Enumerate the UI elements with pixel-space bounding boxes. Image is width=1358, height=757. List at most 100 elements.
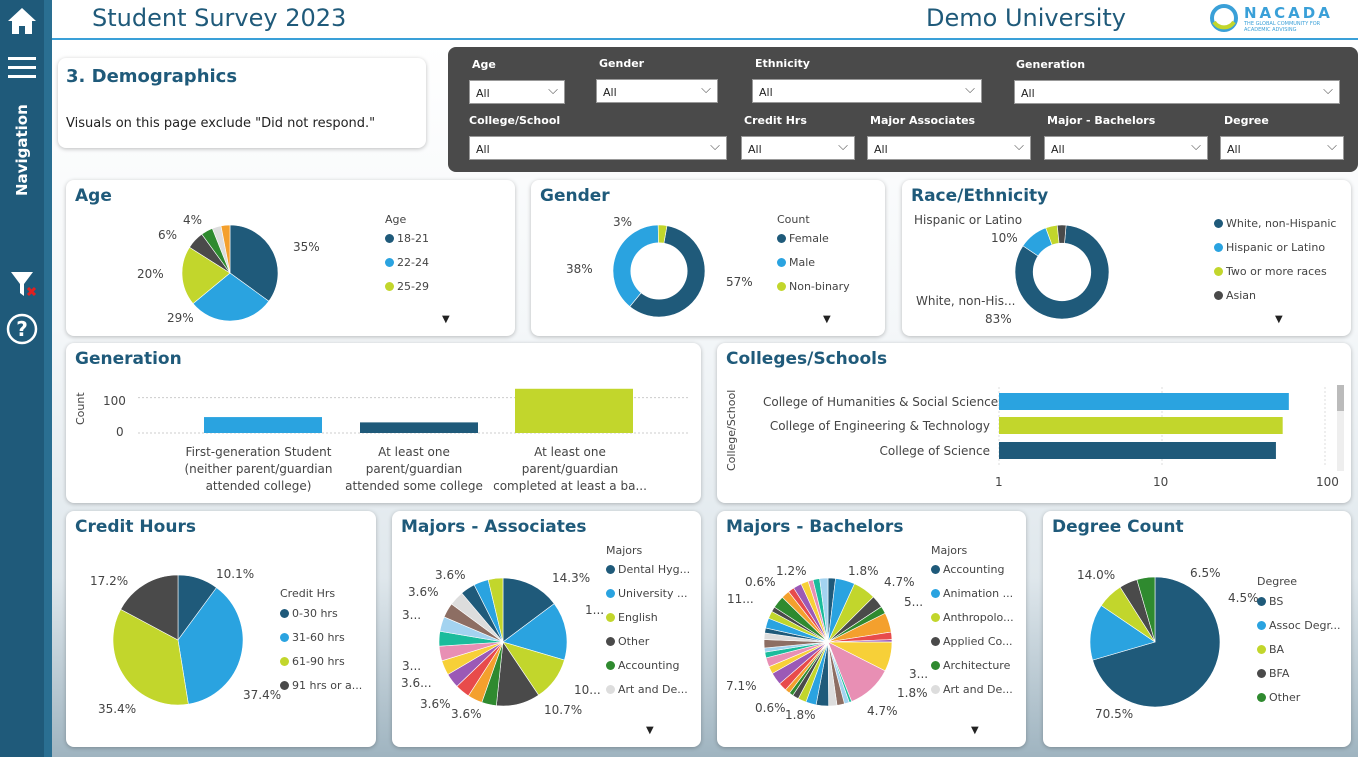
- race-label-pct-2: 83%: [985, 312, 1012, 326]
- degree-legend-item[interactable]: BA: [1257, 643, 1284, 656]
- credit-legend-item[interactable]: 0-30 hrs: [280, 607, 338, 620]
- generation-bar-chart[interactable]: [138, 387, 688, 434]
- gender-donut-chart[interactable]: [612, 224, 706, 318]
- assoc-legend-item[interactable]: English: [606, 611, 658, 624]
- legend-dot: [606, 589, 615, 598]
- degree-legend-item[interactable]: BS: [1257, 595, 1283, 608]
- pie-slice[interactable]: [502, 603, 568, 661]
- legend-dot: [1214, 267, 1223, 276]
- assoc-legend-item[interactable]: Dental Hyg...: [606, 563, 690, 576]
- assoc-legend-item[interactable]: Other: [606, 635, 649, 648]
- pie-slice[interactable]: [120, 574, 179, 641]
- college-bar[interactable]: [999, 442, 1276, 459]
- credit-legend-item[interactable]: 91 hrs or a...: [280, 679, 362, 692]
- race-legend-item[interactable]: Two or more races: [1214, 265, 1327, 278]
- filter-college-value: All: [476, 143, 490, 156]
- assoc-legend-item[interactable]: Accounting: [606, 659, 679, 672]
- pie-slice[interactable]: [177, 587, 244, 705]
- bach-legend-item[interactable]: Applied Co...: [931, 635, 1013, 648]
- college-bar[interactable]: [999, 417, 1283, 434]
- age-pie-chart[interactable]: [181, 224, 279, 322]
- gender-legend-item[interactable]: Female: [777, 232, 829, 245]
- age-legend-item[interactable]: 22-24: [385, 256, 429, 269]
- pie-slice[interactable]: [819, 577, 829, 643]
- pie-slice[interactable]: [220, 224, 231, 274]
- credit-legend-item[interactable]: 61-90 hrs: [280, 655, 345, 668]
- legend-label: 25-29: [397, 280, 429, 293]
- menu-icon[interactable]: [8, 56, 36, 80]
- legend-label: Architecture: [943, 659, 1011, 672]
- bach-legend-item[interactable]: Art and De...: [931, 683, 1013, 696]
- colleges-card: Colleges/Schools College/School College …: [717, 343, 1351, 503]
- pie-slice[interactable]: [487, 577, 504, 643]
- bach-label: 3...: [909, 667, 929, 681]
- assoc-legend-item[interactable]: Art and De...: [606, 683, 688, 696]
- race-legend-item[interactable]: White, non-Hispanic: [1214, 217, 1336, 230]
- generation-bar[interactable]: [360, 422, 478, 433]
- filter-major-bach-dropdown[interactable]: All ⌵: [1044, 136, 1208, 160]
- degree-legend-item[interactable]: BFA: [1257, 667, 1289, 680]
- credit-pie-chart[interactable]: [112, 574, 244, 706]
- assoc-pie-chart[interactable]: [438, 577, 568, 707]
- assoc-label: 3.6%: [408, 585, 439, 599]
- generation-bar[interactable]: [204, 417, 322, 433]
- bach-pie-chart[interactable]: [763, 577, 893, 707]
- legend-more-arrow-icon[interactable]: ▼: [442, 314, 450, 325]
- colleges-scrollbar[interactable]: [1337, 385, 1344, 471]
- generation-bar[interactable]: [515, 388, 633, 433]
- filter-gender-dropdown[interactable]: All ⌵: [596, 79, 718, 103]
- legend-more-arrow-icon[interactable]: ▼: [971, 725, 979, 736]
- filter-age-dropdown[interactable]: All ⌵: [469, 80, 565, 104]
- gender-legend-item[interactable]: Non-binary: [777, 280, 850, 293]
- college-category-3: College of Science: [879, 444, 990, 458]
- age-legend-item[interactable]: 25-29: [385, 280, 429, 293]
- filter-college-dropdown[interactable]: All ⌵: [469, 136, 727, 160]
- legend-label: Hispanic or Latino: [1226, 241, 1326, 254]
- pie-slice[interactable]: [192, 272, 270, 322]
- filter-ethnicity-dropdown[interactable]: All ⌵: [752, 79, 982, 103]
- pie-slice[interactable]: [112, 608, 189, 706]
- pie-slice[interactable]: [1136, 576, 1156, 643]
- degree-legend-item[interactable]: Other: [1257, 691, 1300, 704]
- filter-generation-dropdown[interactable]: All ⌵: [1014, 80, 1340, 104]
- credit-legend-item[interactable]: 31-60 hrs: [280, 631, 345, 644]
- legend-dot: [280, 633, 289, 642]
- gender-legend-item[interactable]: Male: [777, 256, 815, 269]
- navigation-label[interactable]: Navigation: [13, 104, 31, 196]
- bach-label: 1.8%: [785, 708, 816, 722]
- legend-more-arrow-icon[interactable]: ▼: [823, 314, 831, 325]
- colleges-bar-chart[interactable]: [998, 387, 1327, 467]
- age-legend-item[interactable]: 18-21: [385, 232, 429, 245]
- legend-more-arrow-icon[interactable]: ▼: [1275, 314, 1283, 325]
- pie-slice[interactable]: [1089, 605, 1156, 661]
- legend-more-arrow-icon[interactable]: ▼: [646, 725, 654, 736]
- pie-slice[interactable]: [502, 577, 555, 643]
- bach-legend-item[interactable]: Animation ...: [931, 587, 1013, 600]
- bach-legend-item[interactable]: Anthropolo...: [931, 611, 1014, 624]
- degree-pie-chart[interactable]: [1089, 576, 1221, 708]
- pie-slice[interactable]: [181, 246, 231, 305]
- filter-degree-dropdown[interactable]: All ⌵: [1220, 136, 1344, 160]
- pie-slice[interactable]: [1092, 576, 1221, 708]
- race-donut-chart[interactable]: [1014, 224, 1110, 320]
- scrollbar-thumb[interactable]: [1337, 385, 1344, 411]
- clear-filter-icon[interactable]: [9, 270, 39, 300]
- legend-dot: [280, 681, 289, 690]
- assoc-legend-item[interactable]: University ...: [606, 587, 687, 600]
- pie-slice[interactable]: [229, 224, 279, 302]
- race-legend-item[interactable]: Hispanic or Latino: [1214, 241, 1325, 254]
- college-bar[interactable]: [999, 393, 1289, 410]
- bach-legend-item[interactable]: Architecture: [931, 659, 1010, 672]
- legend-label: Asian: [1226, 289, 1257, 302]
- help-icon[interactable]: ?: [6, 313, 38, 345]
- home-icon[interactable]: [6, 6, 38, 36]
- filter-major-assoc-dropdown[interactable]: All ⌵: [867, 136, 1031, 160]
- bach-label: 0.6%: [755, 701, 786, 715]
- race-title: Race/Ethnicity: [911, 186, 1049, 206]
- legend-label: 91 hrs or a...: [292, 679, 363, 692]
- legend-dot: [931, 589, 940, 598]
- filter-credit-dropdown[interactable]: All ⌵: [741, 136, 855, 160]
- degree-legend-item[interactable]: Assoc Degr...: [1257, 619, 1340, 632]
- bach-legend-item[interactable]: Accounting: [931, 563, 1004, 576]
- race-legend-item[interactable]: Asian: [1214, 289, 1256, 302]
